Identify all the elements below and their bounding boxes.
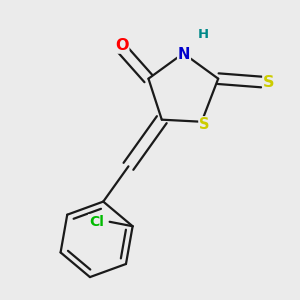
Text: H: H [198,28,209,41]
Text: S: S [263,74,275,89]
Text: O: O [115,38,128,53]
Text: Cl: Cl [89,215,104,229]
Text: S: S [199,117,210,132]
Text: N: N [178,47,190,62]
